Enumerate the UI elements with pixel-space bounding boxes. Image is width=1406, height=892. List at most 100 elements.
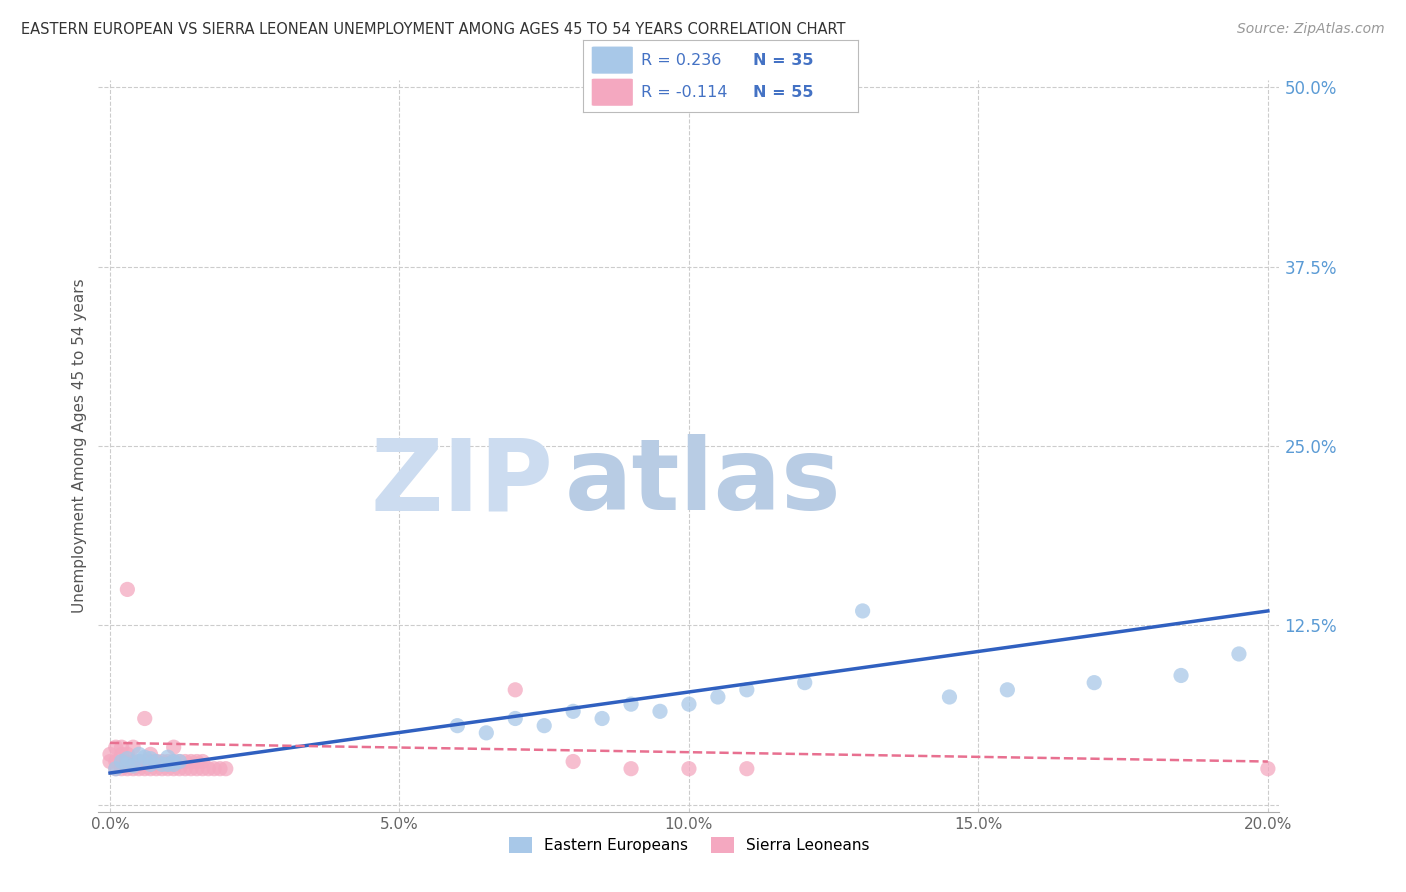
Point: [156, 762, 179, 776]
Text: N = 35: N = 35: [754, 53, 814, 68]
Point: [163, 755, 186, 769]
Point: [648, 704, 671, 718]
Text: N = 55: N = 55: [754, 85, 814, 100]
Point: [208, 762, 231, 776]
Point: [995, 682, 1018, 697]
Point: [620, 697, 643, 711]
Point: [678, 697, 700, 711]
Point: [117, 755, 139, 769]
Point: [163, 740, 186, 755]
Point: [591, 711, 613, 725]
Point: [180, 762, 202, 776]
Point: [1170, 668, 1192, 682]
Point: [1257, 762, 1279, 776]
Point: [186, 762, 208, 776]
Point: [110, 762, 132, 776]
Point: [117, 752, 139, 766]
Point: [852, 604, 875, 618]
Point: [163, 757, 186, 772]
Point: [475, 726, 498, 740]
Point: [202, 762, 225, 776]
Point: [128, 755, 150, 769]
Point: [169, 755, 191, 769]
Point: [134, 750, 156, 764]
Point: [503, 711, 526, 725]
FancyBboxPatch shape: [592, 46, 633, 74]
Point: [145, 762, 167, 776]
Legend: Eastern Europeans, Sierra Leoneans: Eastern Europeans, Sierra Leoneans: [502, 830, 876, 859]
Point: [533, 719, 555, 733]
Text: R = 0.236: R = 0.236: [641, 53, 721, 68]
Point: [122, 740, 145, 755]
Point: [134, 762, 156, 776]
Point: [110, 755, 132, 769]
Point: [150, 755, 173, 769]
Point: [793, 675, 815, 690]
Point: [139, 755, 162, 769]
Point: [104, 762, 127, 776]
Point: [678, 762, 700, 776]
Text: R = -0.114: R = -0.114: [641, 85, 727, 100]
Point: [117, 762, 139, 776]
Point: [139, 762, 162, 776]
Point: [128, 757, 150, 772]
Text: Source: ZipAtlas.com: Source: ZipAtlas.com: [1237, 22, 1385, 37]
Point: [169, 762, 191, 776]
Point: [735, 762, 758, 776]
Point: [139, 747, 162, 762]
Point: [156, 750, 179, 764]
Point: [98, 755, 121, 769]
Point: [174, 762, 197, 776]
Point: [562, 755, 585, 769]
Point: [174, 755, 197, 769]
Point: [104, 762, 127, 776]
Point: [145, 755, 167, 769]
Point: [139, 757, 162, 772]
Point: [110, 747, 132, 762]
Point: [128, 755, 150, 769]
Point: [110, 755, 132, 769]
Point: [122, 762, 145, 776]
Point: [139, 752, 162, 766]
Point: [197, 762, 219, 776]
Point: [169, 755, 191, 769]
Point: [104, 740, 127, 755]
Point: [186, 755, 208, 769]
Point: [122, 759, 145, 773]
Text: atlas: atlas: [565, 434, 842, 531]
Point: [1083, 675, 1105, 690]
Point: [117, 757, 139, 772]
Point: [1227, 647, 1250, 661]
Point: [145, 755, 167, 769]
Point: [128, 747, 150, 762]
Point: [104, 755, 127, 769]
Point: [938, 690, 960, 704]
Point: [191, 755, 214, 769]
Point: [150, 762, 173, 776]
Point: [503, 682, 526, 697]
Point: [163, 762, 186, 776]
Point: [134, 711, 156, 725]
Point: [163, 755, 186, 769]
Point: [191, 762, 214, 776]
Point: [117, 582, 139, 597]
Point: [707, 690, 730, 704]
Point: [156, 755, 179, 769]
Text: ZIP: ZIP: [370, 434, 553, 531]
Point: [562, 704, 585, 718]
Point: [156, 757, 179, 772]
Point: [620, 762, 643, 776]
Point: [128, 762, 150, 776]
Point: [215, 762, 238, 776]
Point: [117, 757, 139, 772]
Point: [117, 747, 139, 762]
Point: [110, 740, 132, 755]
Point: [134, 755, 156, 769]
Y-axis label: Unemployment Among Ages 45 to 54 years: Unemployment Among Ages 45 to 54 years: [72, 278, 87, 614]
FancyBboxPatch shape: [592, 78, 633, 106]
Point: [735, 682, 758, 697]
Point: [180, 755, 202, 769]
Point: [98, 747, 121, 762]
Text: EASTERN EUROPEAN VS SIERRA LEONEAN UNEMPLOYMENT AMONG AGES 45 TO 54 YEARS CORREL: EASTERN EUROPEAN VS SIERRA LEONEAN UNEMP…: [21, 22, 845, 37]
Point: [446, 719, 468, 733]
